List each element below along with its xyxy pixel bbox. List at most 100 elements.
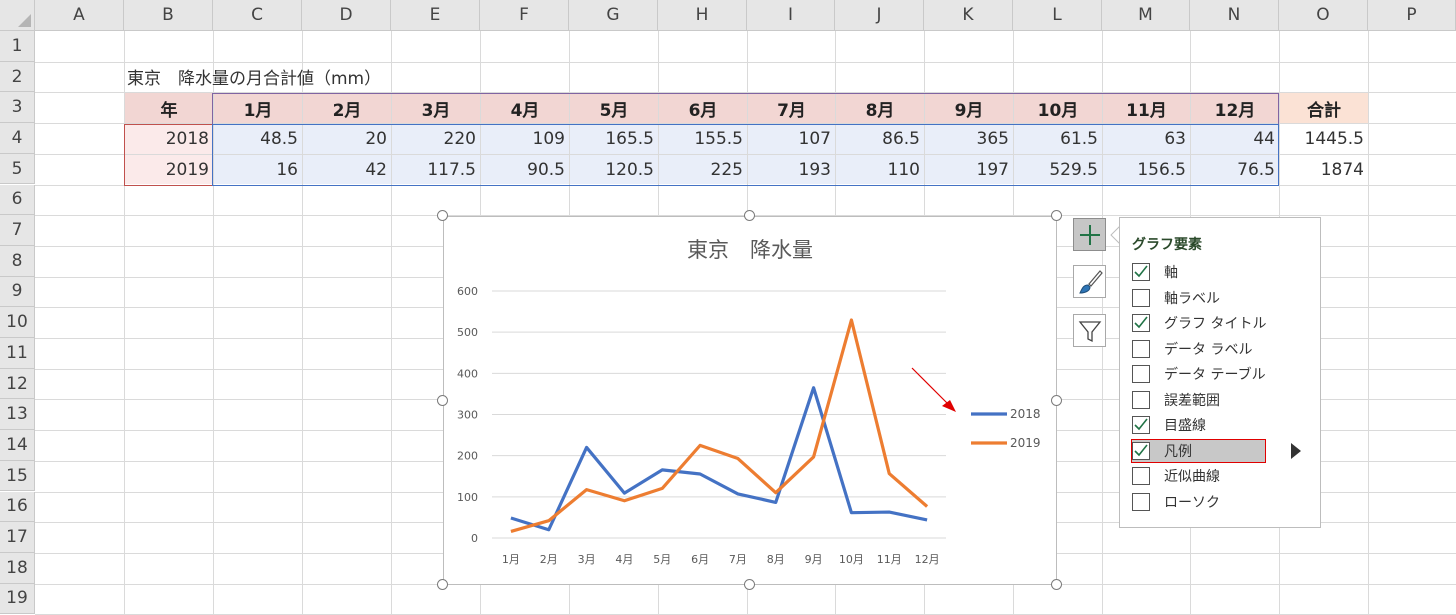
column-header-j[interactable]: J [835,0,924,31]
resize-handle[interactable] [744,210,755,221]
chart-styles-button[interactable] [1073,265,1106,298]
header-cell[interactable]: 8月 [836,93,924,124]
row-header-2[interactable]: 2 [0,61,35,93]
panel-item[interactable]: グラフ タイトル [1132,312,1312,334]
line-chart[interactable]: 東京 降水量 0 100 200 300 400 500 600 1月 2月 3月 4月 5月 6月 7月 8… [443,216,1057,585]
column-header-m[interactable]: M [1102,0,1190,31]
column-header-i[interactable]: I [747,0,835,31]
row-header-8[interactable]: 8 [0,245,35,277]
value-cell[interactable]: 155.5 [659,124,747,154]
value-cell[interactable]: 109 [481,124,569,154]
value-cell[interactable]: 48.5 [214,124,302,154]
column-header-f[interactable]: F [480,0,569,31]
row-header-10[interactable]: 10 [0,307,35,338]
checkbox[interactable] [1132,441,1150,460]
row-header-1[interactable]: 1 [0,31,35,62]
panel-item[interactable]: データ テーブル [1132,363,1312,385]
row-header-7[interactable]: 7 [0,215,35,246]
checkbox[interactable] [1132,339,1150,358]
header-cell[interactable]: 11月 [1103,93,1190,124]
value-cell[interactable]: 193 [748,154,835,185]
resize-handle[interactable] [437,395,448,406]
checkbox[interactable] [1132,492,1150,511]
column-header-a[interactable]: A [35,0,124,31]
value-cell[interactable]: 110 [836,154,924,185]
value-cell[interactable]: 76.5 [1191,154,1279,185]
value-cell[interactable]: 220 [392,124,480,154]
checkbox[interactable] [1132,390,1150,409]
header-cell[interactable]: 12月 [1191,93,1279,124]
panel-item[interactable]: 近似曲線 [1132,465,1312,487]
resize-handle[interactable] [437,210,448,221]
total-header-cell[interactable]: 合計 [1280,93,1368,124]
panel-item[interactable]: 軸 [1132,261,1312,283]
header-cell[interactable]: 7月 [748,93,835,124]
year-cell[interactable]: 2019 [125,154,213,185]
row-header-5[interactable]: 5 [0,153,35,185]
panel-item[interactable]: 目盛線 [1132,414,1312,436]
value-cell[interactable]: 529.5 [1014,154,1102,185]
value-cell[interactable]: 61.5 [1014,124,1102,154]
value-cell[interactable]: 156.5 [1103,154,1190,185]
header-cell[interactable]: 1月 [214,93,302,124]
header-cell[interactable]: 年 [125,93,213,124]
row-header-14[interactable]: 14 [0,430,35,461]
value-cell[interactable]: 107 [748,124,835,154]
value-cell[interactable]: 20 [303,124,391,154]
row-header-19[interactable]: 19 [0,583,35,615]
header-cell[interactable]: 9月 [925,93,1013,124]
row-header-6[interactable]: 6 [0,184,35,216]
value-cell[interactable]: 16 [214,154,302,185]
column-header-k[interactable]: K [924,0,1013,31]
value-cell[interactable]: 86.5 [836,124,924,154]
checkbox[interactable] [1132,416,1150,434]
value-cell[interactable]: 225 [659,154,747,185]
header-cell[interactable]: 4月 [481,93,569,124]
header-cell[interactable]: 6月 [659,93,747,124]
header-cell[interactable]: 3月 [392,93,480,124]
column-header-d[interactable]: D [302,0,391,31]
value-cell[interactable]: 90.5 [481,154,569,185]
sheet-title[interactable]: 東京 降水量の月合計値（mm） [127,69,382,89]
checkbox[interactable] [1132,365,1150,383]
checkbox[interactable] [1132,467,1150,485]
row-header-11[interactable]: 11 [0,338,35,369]
column-header-e[interactable]: E [391,0,480,31]
value-cell[interactable]: 165.5 [570,124,658,154]
column-header-c[interactable]: C [213,0,302,31]
checkbox[interactable] [1132,263,1150,281]
value-cell[interactable]: 120.5 [570,154,658,185]
triangle-right-icon[interactable] [1290,443,1302,459]
row-header-3[interactable]: 3 [0,92,35,124]
row-header-15[interactable]: 15 [0,460,35,492]
chart-elements-button[interactable] [1073,218,1106,251]
column-header-o[interactable]: O [1279,0,1368,31]
value-cell[interactable]: 44 [1191,124,1279,154]
panel-item[interactable]: ローソク [1132,491,1312,513]
header-cell[interactable]: 10月 [1014,93,1102,124]
select-all-corner[interactable] [0,0,35,31]
resize-handle[interactable] [1051,579,1062,590]
value-cell[interactable]: 197 [925,154,1013,185]
value-cell[interactable]: 117.5 [392,154,480,185]
panel-item[interactable]: 軸ラベル [1132,287,1312,309]
checkbox[interactable] [1132,314,1150,332]
column-header-p[interactable]: P [1368,0,1456,31]
panel-item[interactable]: 誤差範囲 [1132,389,1312,411]
row-header-16[interactable]: 16 [0,491,35,523]
column-header-b[interactable]: B [124,0,213,31]
resize-handle[interactable] [437,579,448,590]
panel-item[interactable]: データ ラベル [1132,338,1312,360]
header-cell[interactable]: 5月 [570,93,658,124]
chart-filter-button[interactable] [1073,314,1106,347]
resize-handle[interactable] [1051,210,1062,221]
value-cell[interactable]: 42 [303,154,391,185]
value-cell[interactable]: 365 [925,124,1013,154]
column-header-n[interactable]: N [1190,0,1279,31]
row-header-17[interactable]: 17 [0,522,35,553]
total-cell[interactable]: 1445.5 [1304,128,1364,149]
year-cell[interactable]: 2018 [125,124,213,154]
row-header-13[interactable]: 13 [0,399,35,431]
value-cell[interactable]: 63 [1103,124,1190,154]
row-header-18[interactable]: 18 [0,552,35,584]
